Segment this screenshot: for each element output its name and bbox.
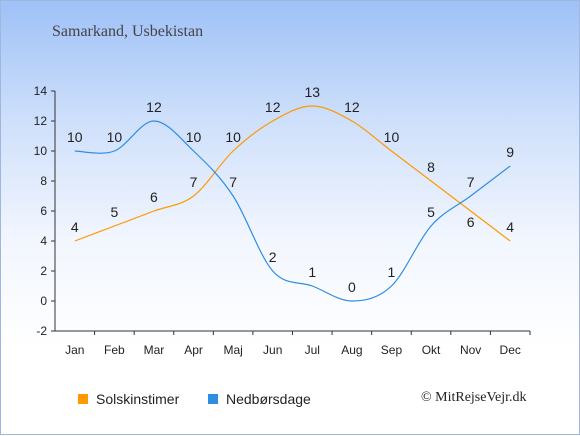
legend-swatch-solskinstimer [78, 394, 88, 404]
x-tick-label: Jul [305, 343, 320, 357]
legend-label-solskinstimer: Solskinstimer [96, 391, 180, 407]
data-label-solskinstimer: 8 [427, 159, 435, 175]
data-label-nedborsdage: 7 [229, 174, 237, 190]
y-tick-label: 0 [40, 294, 47, 308]
x-tick-label: Feb [104, 343, 125, 357]
x-tick-label: Maj [223, 343, 242, 357]
x-tick-label: Jun [263, 343, 282, 357]
data-label-nedborsdage: 10 [107, 129, 123, 145]
legend-label-nedborsdage: Nedbørsdage [226, 391, 311, 407]
y-tick-label: 10 [34, 144, 48, 158]
x-tick-label: Jan [65, 343, 84, 357]
y-tick-label: 8 [40, 174, 47, 188]
y-tick-label: 4 [40, 234, 47, 248]
data-label-solskinstimer: 13 [305, 84, 321, 100]
y-tick-label: 12 [34, 114, 48, 128]
series-lines [74, 105, 511, 302]
data-label-nedborsdage: 9 [506, 144, 514, 160]
data-label-solskinstimer: 4 [71, 219, 79, 235]
y-tick-label: 2 [40, 264, 47, 278]
data-label-solskinstimer: 7 [190, 174, 198, 190]
data-label-nedborsdage: 10 [186, 129, 202, 145]
data-label-nedborsdage: 10 [67, 129, 83, 145]
data-label-solskinstimer: 10 [225, 129, 241, 145]
x-tick-label: Okt [422, 343, 441, 357]
x-tick-label: Aug [341, 343, 362, 357]
copyright: © MitRejseVejr.dk [421, 390, 527, 405]
data-label-solskinstimer: 12 [265, 99, 281, 115]
chart-subtitle: Samarkand, Usbekistan [52, 23, 204, 40]
data-label-solskinstimer: 6 [467, 214, 475, 230]
data-label-nedborsdage: 5 [427, 204, 435, 220]
legend-item-nedborsdage: Nedbørsdage [208, 391, 311, 407]
data-label-nedborsdage: 12 [146, 99, 162, 115]
data-label-solskinstimer: 4 [506, 219, 514, 235]
data-label-solskinstimer: 6 [150, 189, 158, 205]
x-tick-label: Nov [460, 343, 481, 357]
series-line-nedborsdage [74, 120, 511, 302]
legend-swatch-nedborsdage [208, 394, 218, 404]
data-label-solskinstimer: 5 [110, 204, 118, 220]
x-tick-label: Mar [144, 343, 165, 357]
x-tick-label: Dec [500, 343, 521, 357]
data-label-solskinstimer: 12 [344, 99, 360, 115]
data-label-nedborsdage: 1 [308, 264, 316, 280]
series-line-solskinstimer [74, 105, 511, 242]
data-label-solskinstimer: 10 [384, 129, 400, 145]
data-label-nedborsdage: 0 [348, 279, 356, 295]
data-label-nedborsdage: 1 [388, 264, 396, 280]
x-tick-label: Apr [184, 343, 203, 357]
y-tick-label: 6 [40, 204, 47, 218]
y-tick-label: -2 [36, 324, 47, 338]
data-label-nedborsdage: 7 [467, 174, 475, 190]
data-label-nedborsdage: 2 [269, 249, 277, 265]
y-tick-label: 14 [34, 84, 48, 98]
legend-item-solskinstimer: Solskinstimer [78, 391, 179, 407]
x-tick-label: Sep [381, 343, 403, 357]
